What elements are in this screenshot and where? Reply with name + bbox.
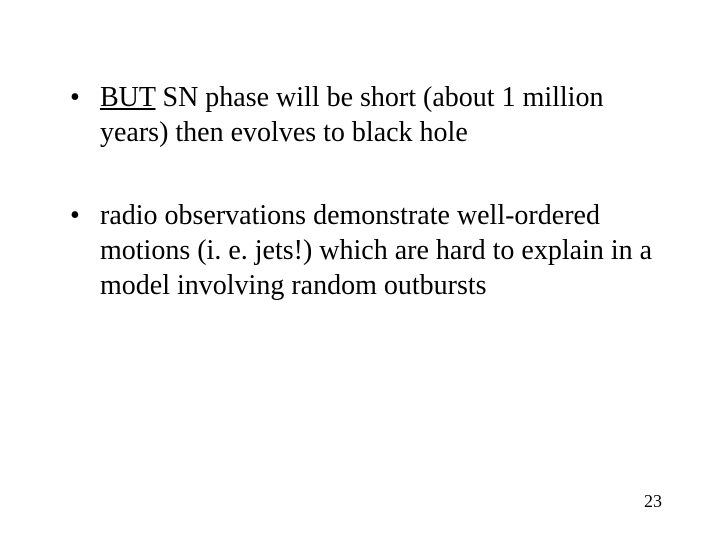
list-item: radio observations demonstrate well-orde… <box>60 198 660 303</box>
bullet-text: SN phase will be short (about 1 million … <box>100 82 603 148</box>
bullet-lead-underlined: BUT <box>100 82 156 113</box>
bullet-list: BUT SN phase will be short (about 1 mill… <box>60 80 660 303</box>
page-number: 23 <box>644 491 662 512</box>
bullet-text: radio observations demonstrate well-orde… <box>100 200 652 301</box>
list-item: BUT SN phase will be short (about 1 mill… <box>60 80 660 150</box>
slide: BUT SN phase will be short (about 1 mill… <box>0 0 720 540</box>
